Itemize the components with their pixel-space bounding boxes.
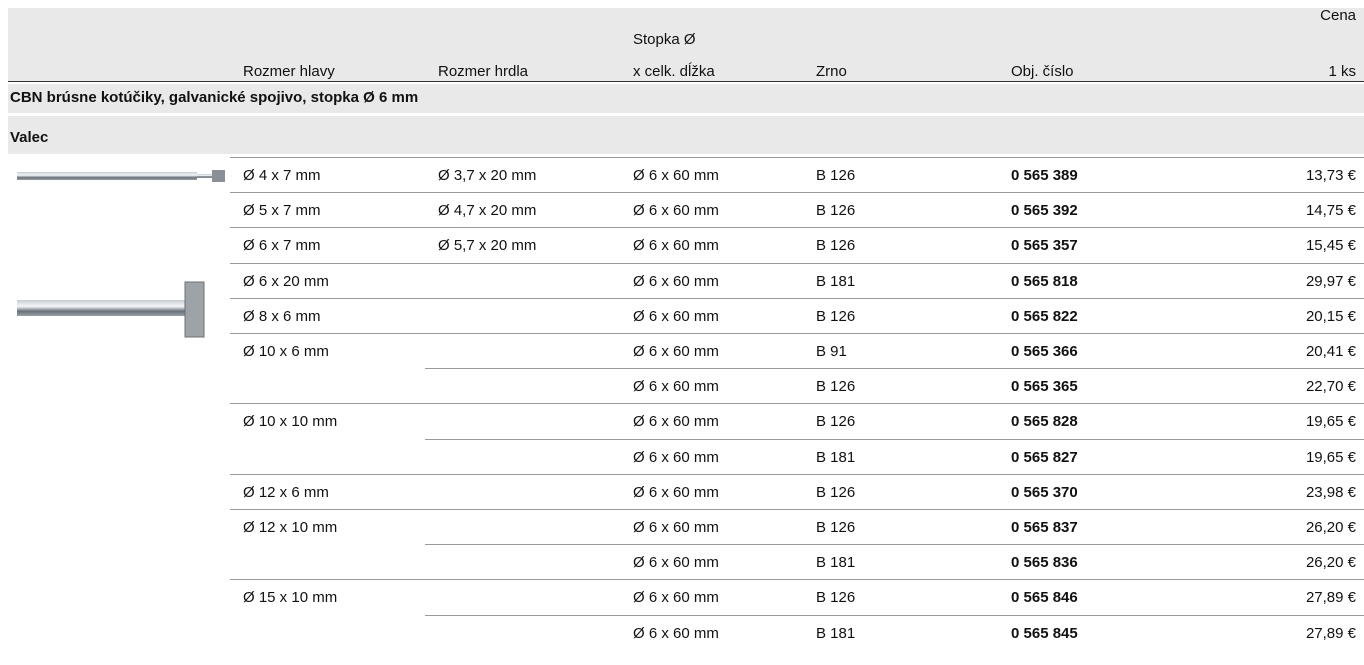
price: 27,89 € <box>1305 624 1356 642</box>
header-cell: Obj. číslo <box>1011 63 1074 80</box>
head-size: Ø 6 x 20 mm <box>243 272 329 290</box>
row-line <box>230 297 1364 299</box>
head-size: Ø 10 x 10 mm <box>243 413 338 431</box>
shank: Ø 6 x 60 mm <box>633 307 719 325</box>
neck-size: Ø 3,7 x 20 mm <box>438 167 537 184</box>
price: 27,89 € <box>1305 589 1356 607</box>
row-line <box>230 509 1364 510</box>
shank: Ø 6 x 60 mm <box>633 202 719 220</box>
price: 29,97 € <box>1305 272 1356 290</box>
row-line <box>425 438 1364 440</box>
section-title: CBN brúsne kotúčiky, galvanické spojivo,… <box>10 89 419 106</box>
order-no: 0 565 822 <box>1011 307 1078 325</box>
shank: Ø 6 x 60 mm <box>633 624 719 642</box>
order-no: 0 565 846 <box>1011 589 1078 607</box>
header-cell: Rozmer hrdla <box>438 63 529 80</box>
order-no: 0 565 357 <box>1011 237 1078 255</box>
head-size: Ø 8 x 6 mm <box>243 307 321 325</box>
price: 20,15 € <box>1305 307 1356 325</box>
order-no: 0 565 827 <box>1011 448 1078 466</box>
header-cell: x celk. dĺžka <box>633 63 715 80</box>
head-size: Ø 4 x 7 mm <box>243 167 321 184</box>
neck-size: Ø 5,7 x 20 mm <box>438 237 537 255</box>
row-line <box>425 544 1364 546</box>
order-no: 0 565 845 <box>1011 624 1078 642</box>
head-size: Ø 6 x 7 mm <box>243 237 321 255</box>
order-no: 0 565 837 <box>1011 519 1078 536</box>
row-line <box>230 403 1364 405</box>
order-no: 0 565 828 <box>1011 413 1078 431</box>
subsection-bg <box>8 116 1364 154</box>
shank: Ø 6 x 60 mm <box>633 272 719 290</box>
header-cell: Rozmer hlavy <box>243 63 335 80</box>
row-line <box>230 262 1364 264</box>
grit: B 126 <box>816 202 856 220</box>
subsection-title: Valec <box>10 129 49 146</box>
row-line <box>425 614 1364 616</box>
head-size: Ø 12 x 10 mm <box>243 519 338 536</box>
shank: Ø 6 x 60 mm <box>633 519 719 536</box>
price: 19,65 € <box>1305 448 1356 466</box>
shank: Ø 6 x 60 mm <box>633 483 719 501</box>
price: 26,20 € <box>1305 554 1356 572</box>
grit: B 181 <box>816 272 856 290</box>
price: 20,41 € <box>1305 343 1356 360</box>
row-line <box>230 227 1364 229</box>
row-line <box>230 333 1364 334</box>
order-no: 0 565 389 <box>1011 167 1078 184</box>
order-no: 0 565 818 <box>1011 272 1078 290</box>
header-cell: Stopka Ø <box>633 31 696 48</box>
grit: B 181 <box>816 624 856 642</box>
row-line <box>230 473 1364 475</box>
header-rule <box>8 81 1364 82</box>
header-cell: 1 ks <box>1328 63 1356 80</box>
row-line <box>230 157 1364 158</box>
shank: Ø 6 x 60 mm <box>633 237 719 255</box>
row-line <box>230 192 1364 194</box>
price: 14,75 € <box>1305 202 1356 220</box>
grit: B 126 <box>816 589 856 607</box>
head-size: Ø 12 x 6 mm <box>243 483 329 501</box>
grit: B 126 <box>816 378 856 396</box>
shank: Ø 6 x 60 mm <box>633 343 719 360</box>
shank: Ø 6 x 60 mm <box>633 448 719 466</box>
grit: B 126 <box>816 519 856 536</box>
order-no: 0 565 365 <box>1011 378 1078 396</box>
grit: B 181 <box>816 448 856 466</box>
grit: B 91 <box>816 343 847 360</box>
shank: Ø 6 x 60 mm <box>633 378 719 396</box>
shank: Ø 6 x 60 mm <box>633 413 719 431</box>
grit: B 126 <box>816 483 856 501</box>
head-size: Ø 15 x 10 mm <box>243 589 338 607</box>
header-cell: Zrno <box>816 63 847 80</box>
grit: B 126 <box>816 167 856 184</box>
grit: B 126 <box>816 307 856 325</box>
shank: Ø 6 x 60 mm <box>633 554 719 572</box>
head-size: Ø 10 x 6 mm <box>243 343 329 360</box>
price: 26,20 € <box>1305 519 1356 536</box>
order-no: 0 565 370 <box>1011 483 1078 501</box>
price: 19,65 € <box>1305 413 1356 431</box>
grit: B 126 <box>816 237 856 255</box>
row-line <box>425 368 1364 370</box>
price: 22,70 € <box>1305 378 1356 396</box>
order-no: 0 565 366 <box>1011 343 1078 360</box>
price: 23,98 € <box>1305 483 1356 501</box>
tool-images <box>17 170 225 338</box>
shank: Ø 6 x 60 mm <box>633 589 719 607</box>
row-line <box>230 579 1364 581</box>
header-bg <box>8 8 1364 81</box>
neck-size: Ø 4,7 x 20 mm <box>438 202 537 220</box>
shank: Ø 6 x 60 mm <box>633 167 719 184</box>
section-bg <box>8 84 1364 113</box>
price: 15,45 € <box>1305 237 1356 255</box>
grit: B 181 <box>816 554 856 572</box>
price: 13,73 € <box>1305 167 1356 184</box>
order-no: 0 565 836 <box>1011 554 1078 572</box>
header-cell: Cena <box>1320 7 1356 24</box>
head-size: Ø 5 x 7 mm <box>243 202 321 220</box>
grit: B 126 <box>816 413 856 431</box>
order-no: 0 565 392 <box>1011 202 1078 220</box>
